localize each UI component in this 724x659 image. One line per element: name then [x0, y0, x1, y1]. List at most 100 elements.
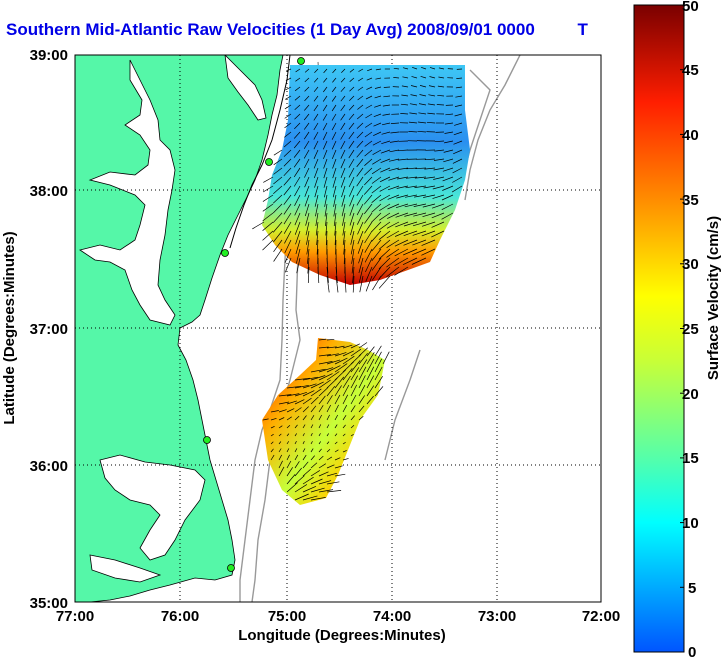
velocity-vector — [313, 149, 319, 159]
velocity-vector — [403, 221, 418, 227]
velocity-vector — [313, 77, 319, 83]
y-tick-label: 35:00 — [30, 595, 68, 612]
velocity-vector — [334, 363, 348, 373]
velocity-vector — [364, 239, 373, 253]
velocity-vector — [348, 122, 355, 130]
velocity-vector — [326, 365, 341, 373]
velocity-vector — [431, 203, 445, 209]
velocity-vector — [318, 471, 329, 477]
velocity-vector — [378, 275, 391, 289]
velocity-vector — [438, 76, 445, 79]
velocity-vectors — [252, 66, 463, 501]
velocity-vector — [273, 248, 283, 262]
velocity-vector — [332, 77, 337, 83]
velocity-vector — [431, 230, 445, 238]
velocity-vector — [404, 203, 418, 208]
velocity-vector — [366, 358, 375, 373]
velocity-vector — [406, 167, 418, 170]
velocity-vector — [262, 194, 274, 202]
velocity-vector — [358, 352, 368, 365]
velocity-vector — [401, 85, 409, 88]
velocity-vector — [332, 185, 337, 198]
velocity-vector — [272, 203, 283, 214]
velocity-vector — [358, 68, 364, 72]
velocity-vector — [393, 67, 400, 70]
x-axis: 77:00 76:00 75:00 74:00 73:00 72:00 — [56, 608, 620, 625]
velocity-vector — [395, 212, 409, 218]
chesapeake-bay — [79, 59, 176, 326]
velocity-vector — [417, 121, 427, 124]
velocity-vector — [341, 203, 346, 217]
velocity-vector — [262, 239, 274, 251]
velocity-vector — [294, 185, 301, 197]
velocity-vector — [343, 248, 346, 265]
velocity-vector — [455, 86, 463, 89]
velocity-vector — [452, 176, 463, 183]
velocity-vector — [340, 113, 346, 121]
velocity-vector — [363, 185, 373, 195]
velocity-vector — [302, 448, 306, 453]
velocity-vector — [382, 113, 391, 116]
velocity-vector — [317, 266, 320, 284]
velocity-vector — [375, 77, 382, 80]
velocity-vector — [404, 212, 418, 217]
velocity-vector — [294, 104, 301, 111]
velocity-vector — [310, 415, 315, 421]
velocity-vector — [302, 390, 315, 397]
velocity-vector — [442, 185, 454, 191]
colorbar-tick-label: 10 — [682, 515, 699, 532]
velocity-vector — [371, 176, 382, 184]
velocity-vector — [443, 149, 454, 153]
velocity-vector — [413, 212, 427, 217]
velocity-vector — [302, 397, 312, 405]
velocity-vector — [364, 167, 373, 176]
velocity-vector — [441, 194, 454, 201]
velocity-vector — [283, 167, 292, 177]
velocity-vector — [340, 104, 346, 112]
velocity-vector — [334, 449, 339, 453]
velocity-vector — [372, 149, 382, 156]
velocity-vector — [341, 68, 346, 73]
velocity-vector — [272, 221, 283, 233]
velocity-vector — [386, 248, 400, 258]
velocity-vector — [283, 140, 292, 148]
velocity-vector — [364, 140, 373, 147]
velocity-vector — [378, 230, 391, 240]
velocity-vector — [294, 113, 301, 120]
velocity-vector — [283, 149, 292, 157]
velocity-vector — [393, 77, 400, 79]
velocity-vector — [371, 203, 382, 213]
velocity-vector — [286, 467, 293, 477]
velocity-vector — [342, 384, 350, 397]
velocity-vector — [350, 415, 355, 421]
velocity-vector — [310, 424, 314, 429]
velocity-vector — [310, 368, 326, 373]
velocity-vector — [323, 149, 328, 160]
velocity-vector — [365, 122, 373, 128]
velocity-vector — [358, 248, 364, 264]
velocity-vector — [340, 131, 346, 140]
velocity-vector — [417, 130, 427, 133]
velocity-vector — [396, 185, 409, 189]
y-tick-label: 37:00 — [30, 321, 68, 338]
velocity-vector — [433, 158, 445, 161]
velocity-vector — [387, 194, 400, 200]
velocity-vector — [294, 399, 305, 405]
velocity-vector — [331, 113, 337, 121]
velocity-vector — [350, 348, 362, 357]
velocity-vector — [365, 257, 373, 273]
velocity-vector — [358, 375, 366, 389]
velocity-vector — [326, 359, 341, 365]
velocity-vector — [286, 416, 292, 421]
velocity-vector — [326, 257, 329, 274]
velocity-vector — [427, 112, 436, 115]
velocity-vector — [294, 493, 309, 501]
velocity-vector — [394, 230, 409, 237]
velocity-vector — [323, 176, 328, 188]
velocity-vector — [454, 122, 463, 126]
velocity-vector — [284, 239, 292, 254]
y-tick-label: 36:00 — [30, 458, 68, 475]
velocity-vector — [419, 94, 427, 97]
velocity-vector — [421, 221, 436, 227]
velocity-vector — [326, 433, 329, 437]
